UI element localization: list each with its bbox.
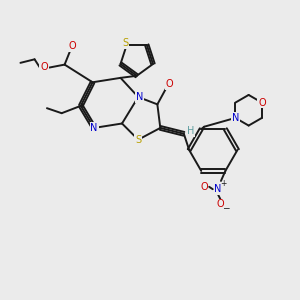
Text: O: O bbox=[217, 200, 224, 209]
Text: O: O bbox=[200, 182, 208, 192]
Text: O: O bbox=[68, 41, 76, 51]
Text: S: S bbox=[135, 135, 141, 145]
Text: N: N bbox=[232, 113, 239, 123]
Text: O: O bbox=[258, 98, 266, 108]
Text: −: − bbox=[223, 203, 230, 212]
Text: N: N bbox=[136, 92, 143, 102]
Text: H: H bbox=[187, 126, 194, 136]
Text: +: + bbox=[220, 179, 226, 188]
Text: O: O bbox=[40, 62, 48, 72]
Text: O: O bbox=[165, 79, 173, 89]
Text: N: N bbox=[90, 123, 98, 133]
Text: S: S bbox=[122, 38, 128, 48]
Text: N: N bbox=[214, 184, 222, 194]
